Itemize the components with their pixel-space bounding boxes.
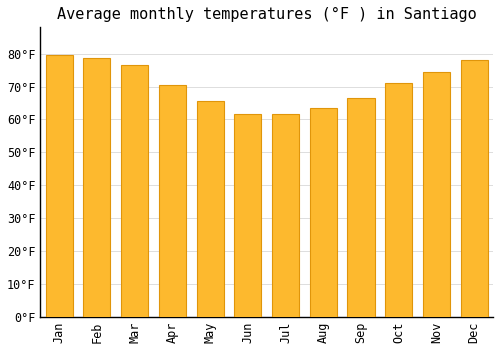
Bar <box>234 114 262 317</box>
Title: Average monthly temperatures (°F ) in Santiago: Average monthly temperatures (°F ) in Sa… <box>57 7 476 22</box>
Bar <box>310 108 337 317</box>
Bar <box>423 72 450 317</box>
Bar <box>84 57 110 317</box>
Bar <box>348 98 374 317</box>
Bar <box>385 83 412 317</box>
Bar <box>121 65 148 317</box>
Bar <box>460 60 488 317</box>
Bar <box>159 85 186 317</box>
Bar <box>46 55 73 317</box>
Bar <box>196 101 224 317</box>
Bar <box>272 114 299 317</box>
